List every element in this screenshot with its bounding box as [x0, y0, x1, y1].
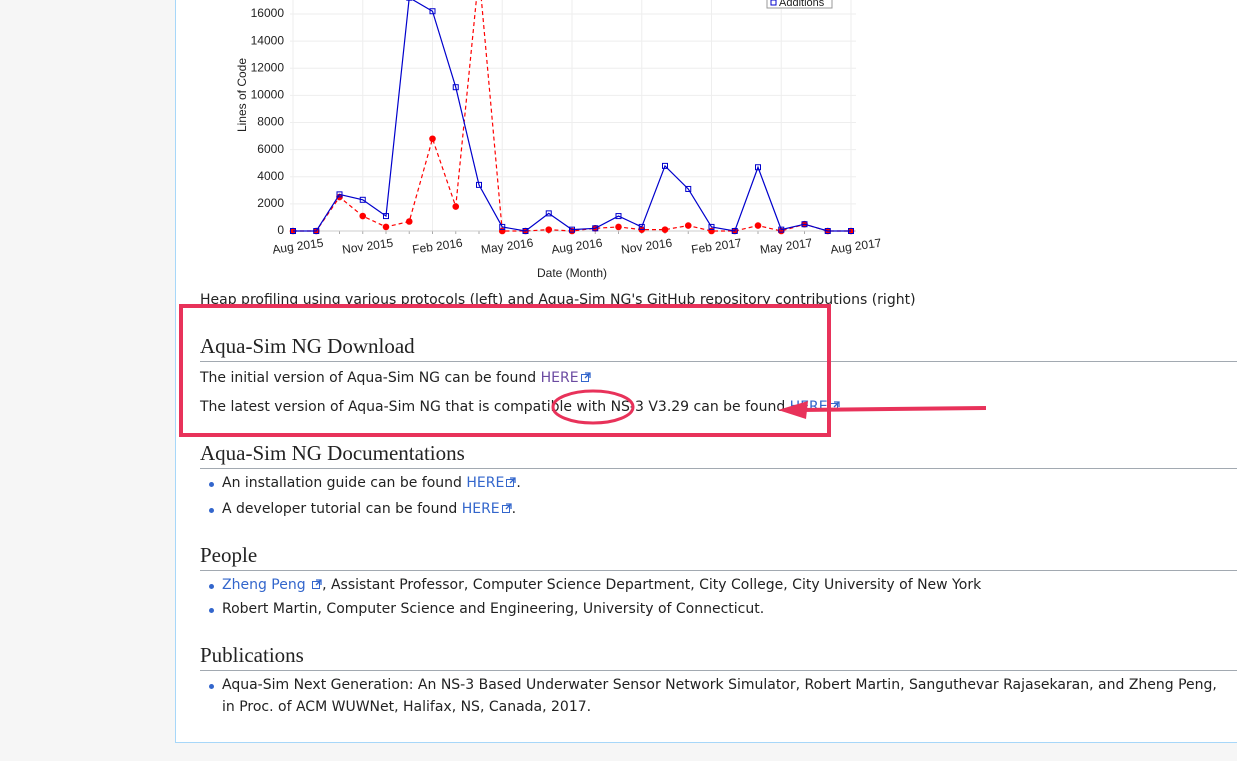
point [615, 223, 622, 231]
point [615, 213, 622, 220]
link[interactable]: HERE [789, 399, 828, 415]
x-tick-label: May 2016 [480, 236, 534, 257]
external-link-icon [829, 401, 840, 411]
point [382, 223, 390, 231]
list: Aqua-Sim Next Generation: An NS-3 Based … [200, 674, 1237, 718]
list-item: Zheng Peng , Assistant Professor, Comput… [209, 574, 1217, 596]
section-heading: People [200, 542, 1237, 571]
paragraph: The initial version of Aqua-Sim NG can b… [200, 367, 1237, 389]
y-tick-label: 12000 [251, 60, 285, 74]
list: Zheng Peng , Assistant Professor, Comput… [200, 574, 1237, 620]
point [429, 8, 436, 15]
point [684, 222, 692, 229]
external-link-icon [580, 372, 591, 382]
point [545, 210, 552, 217]
point [731, 228, 738, 234]
text: The initial version of Aqua-Sim NG can b… [200, 370, 541, 386]
point [662, 162, 668, 169]
section-heading: Publications [200, 642, 1237, 671]
list-item: Robert Martin, Computer Science and Engi… [209, 598, 1217, 620]
x-tick-label: Feb 2017 [690, 236, 742, 257]
x-axis-label: Date (Month) [537, 266, 607, 280]
text: . [511, 501, 517, 517]
text: Aqua-Sim Next Generation: An NS-3 Based … [222, 677, 1217, 715]
link[interactable]: HERE [461, 501, 500, 517]
point [661, 226, 669, 233]
link[interactable]: HERE [466, 475, 505, 491]
point [824, 228, 831, 234]
external-link-icon [312, 579, 322, 589]
point [685, 185, 692, 192]
point [592, 225, 599, 232]
point [522, 228, 529, 234]
y-tick-label: 10000 [251, 88, 285, 102]
series-line [293, 0, 851, 232]
point [452, 84, 459, 91]
y-tick-label: 2000 [257, 196, 284, 210]
legend-box [766, 0, 833, 9]
x-tick-label: Feb 2016 [411, 236, 463, 257]
point [405, 218, 413, 225]
point [452, 203, 460, 210]
text: An installation guide can be found [222, 475, 467, 491]
plot [289, 0, 855, 235]
point [638, 223, 645, 230]
list-item: A developer tutorial can be found HERE. [209, 498, 1217, 520]
point [708, 223, 715, 230]
x-tick-label: Aug 2015 [271, 236, 324, 257]
list: Aqua-Sim Next Generation: An NS-3 Based … [200, 674, 1237, 718]
point [754, 222, 762, 229]
text: A developer tutorial can be found [222, 501, 462, 517]
point [359, 212, 367, 220]
point [499, 223, 506, 230]
point [313, 228, 320, 234]
y-tick-label: 8000 [257, 115, 284, 129]
x-tick-label: May 2017 [759, 236, 813, 257]
list: An installation guide can be found HERE.… [200, 472, 1237, 520]
point [476, 181, 482, 188]
y-tick-label: 14000 [251, 33, 285, 47]
point [848, 228, 854, 234]
external-link-icon [506, 477, 516, 487]
point [290, 228, 296, 234]
point [778, 226, 785, 233]
point [801, 221, 808, 228]
y-tick-label: 6000 [257, 142, 284, 156]
text: The latest version of Aqua-Sim NG that i… [200, 399, 790, 415]
legend-marker [770, 0, 777, 6]
x-tick-label: Nov 2016 [620, 236, 673, 257]
list-item: An installation guide can be found HERE. [209, 472, 1217, 494]
list: Zheng Peng , Assistant Professor, Comput… [200, 574, 1237, 620]
text: , Assistant Professor, Computer Science … [322, 577, 982, 593]
y-tick-label: 0 [277, 223, 284, 237]
list: An installation guide can be found HERE.… [200, 472, 1237, 520]
text: Robert Martin, Computer Science and Engi… [222, 601, 765, 617]
y-tick-label: 16000 [251, 6, 285, 20]
section-heading: Aqua-Sim NG Documentations [200, 440, 1237, 469]
external-link-icon [501, 503, 512, 513]
chart: Lines of Code Date (Month) 0 2000 4000 6000… [235, 0, 883, 280]
point [755, 164, 761, 171]
legend-label: Additions [779, 0, 825, 9]
x-tick-label: Aug 2016 [550, 236, 603, 257]
text: . [516, 475, 521, 491]
x-tick-label: Aug 2017 [829, 236, 882, 257]
x-tick-label: Nov 2015 [341, 236, 394, 257]
list-item: Aqua-Sim Next Generation: An NS-3 Based … [209, 674, 1217, 718]
point [336, 191, 343, 198]
link[interactable]: HERE [540, 370, 579, 386]
point [429, 135, 436, 143]
section-heading: Aqua-Sim NG Download [200, 333, 1237, 362]
point [383, 213, 389, 220]
caption: Heap profiling using various protocols (… [200, 292, 916, 308]
y-axis-label: Lines of Code [235, 58, 249, 132]
point [545, 226, 553, 233]
y-tick-label: 4000 [257, 169, 284, 183]
point [359, 196, 366, 203]
paragraph: The latest version of Aqua-Sim NG that i… [200, 396, 1237, 418]
point [569, 226, 575, 233]
link[interactable]: Zheng Peng [222, 577, 311, 593]
